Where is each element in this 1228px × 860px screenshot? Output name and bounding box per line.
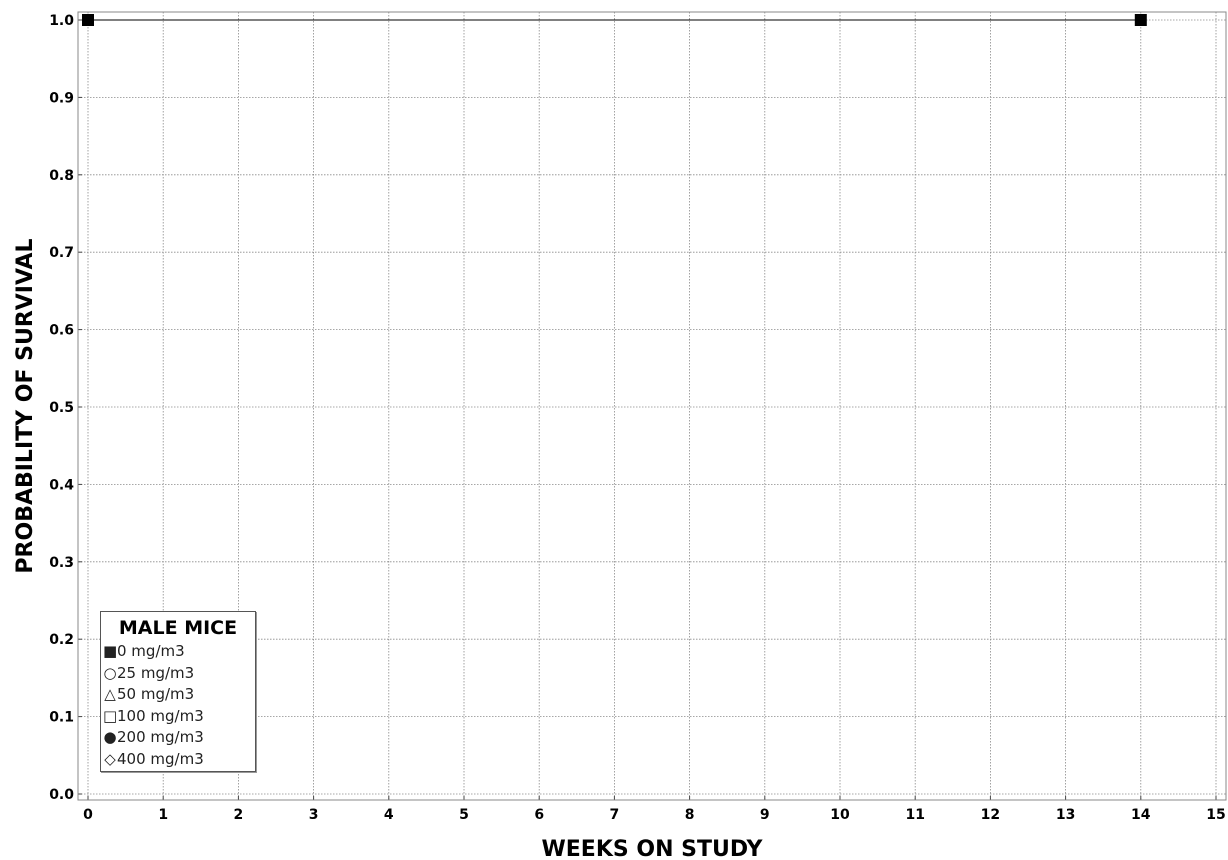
y-tick-labels: 0.0 0.1 0.2 0.3 0.4 0.5 0.6 0.7 0.8 0.9 1.0: [49, 13, 74, 803]
x-tick-label: 13: [1056, 807, 1075, 823]
x-tick-label: 15: [1206, 807, 1225, 823]
y-tick-label: 0.0: [49, 787, 74, 803]
legend-marker-icon: ■: [103, 642, 118, 660]
legend-item: △50 mg/m3: [101, 684, 255, 706]
x-tick-label: 8: [685, 807, 695, 823]
legend-marker-icon: ●: [103, 728, 117, 746]
y-tick-label: 0.1: [49, 710, 74, 726]
legend-marker-icon: ◇: [104, 749, 116, 768]
legend-label: 0 mg/m3: [117, 642, 185, 660]
x-tick-label: 4: [384, 807, 394, 823]
legend-item: ◇400 mg/m3: [101, 749, 255, 771]
y-tick-label: 0.9: [49, 90, 74, 106]
x-tick-label: 5: [459, 807, 469, 823]
legend-marker-icon: △: [104, 685, 116, 703]
legend-item: ○25 mg/m3: [101, 663, 255, 685]
x-axis-title: WEEKS ON STUDY: [542, 837, 764, 860]
x-tick-label: 3: [309, 807, 319, 823]
legend-item: ●200 mg/m3: [101, 727, 255, 749]
plot-area: [78, 12, 1226, 800]
x-tick-label: 6: [534, 807, 544, 823]
legend-items: ■0 mg/m3 ○25 mg/m3 △50 mg/m3 □100 mg/m3 ●200…: [101, 641, 255, 770]
legend-title: MALE MICE: [118, 617, 238, 639]
legend-item: □100 mg/m3: [101, 706, 255, 728]
legend-label: 200 mg/m3: [117, 728, 204, 746]
y-tick-label: 0.6: [49, 323, 74, 339]
x-tick-labels: 0 1 2 3 4 5 6 7 8 9 10 11 12 13 14 15: [83, 807, 1226, 823]
y-tick-label: 0.3: [49, 555, 74, 571]
y-tick-label: 1.0: [49, 13, 74, 29]
y-tick-label: 0.7: [49, 245, 74, 261]
x-tick-label: 9: [760, 807, 770, 823]
x-tick-label: 10: [830, 807, 850, 823]
x-tick-label: 14: [1131, 807, 1151, 823]
x-tick-label: 1: [158, 807, 168, 823]
legend-label: 100 mg/m3: [117, 706, 204, 725]
x-tick-label: 7: [610, 807, 620, 823]
legend-marker-icon: ○: [103, 663, 117, 682]
y-tick-label: 0.2: [49, 632, 74, 648]
plot-frame: [77, 11, 1227, 801]
legend-label: 50 mg/m3: [117, 685, 195, 703]
y-tick-label: 0.5: [49, 400, 74, 416]
x-tick-label: 0: [83, 807, 93, 823]
x-tick-label: 12: [981, 807, 1000, 823]
legend: MALE MICE ■0 mg/m3 ○25 mg/m3 △50 mg/m3 □100…: [100, 611, 256, 772]
y-tick-label: 0.4: [49, 477, 74, 493]
data-point-marker: [82, 14, 94, 26]
legend-label: 25 mg/m3: [117, 663, 195, 682]
x-tick-label: 2: [234, 807, 244, 823]
data-point-marker: [1134, 14, 1147, 26]
y-tick-label: 0.8: [49, 168, 74, 184]
legend-label: 400 mg/m3: [117, 749, 204, 768]
x-tick-label: 11: [905, 807, 924, 823]
y-axis-title: PROBABILITY OF SURVIVAL: [13, 238, 38, 573]
series-layer: [82, 14, 1147, 26]
legend-marker-icon: □: [103, 706, 118, 725]
legend-item: ■0 mg/m3: [101, 641, 255, 663]
